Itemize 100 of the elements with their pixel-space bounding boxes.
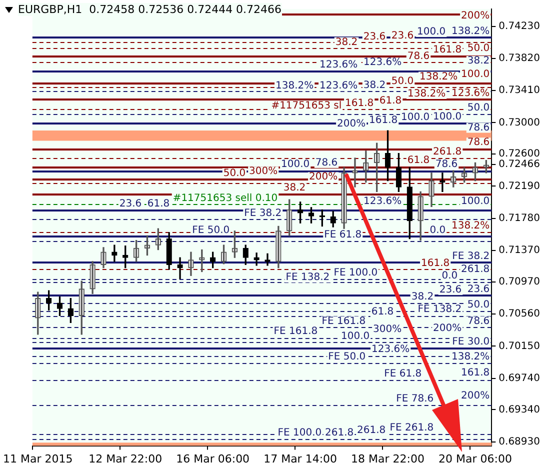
annotation: 50.0 [467, 102, 490, 114]
x-tick-label: 12 Mar 22:00 [88, 452, 162, 466]
y-tick-label: 0.68930 [498, 436, 540, 448]
annotation: 100.0 [281, 159, 310, 170]
annotation: 100.0 [461, 68, 490, 80]
annotation: 200% [461, 10, 490, 22]
y-tick-label: 0.73000 [498, 117, 540, 128]
annotation: 200% [461, 390, 490, 402]
y-tick-label: 0.72190 [498, 180, 540, 192]
annotation: 100.0 [433, 111, 462, 122]
annotation: 123.6% [452, 88, 490, 99]
annotation: 100.0 [417, 26, 446, 38]
annotation: FE 161.8 [274, 326, 318, 338]
annotation: FE 38.2 [244, 208, 282, 219]
annotation: 38.2 [411, 292, 434, 303]
annotation: 138.2% [408, 88, 446, 100]
x-tick-label: 20 Mar 06:00 [438, 452, 512, 466]
annotation: 123.6% [364, 57, 402, 68]
annotation: 23.6 [467, 284, 490, 295]
annotation: 50.0 [223, 168, 246, 179]
x-tick-label: 11 Mar 2015 [3, 452, 73, 466]
annotation: FE 50.0 [192, 225, 230, 236]
annotation: 100.0 [341, 330, 370, 342]
annotation: 300% [373, 324, 402, 335]
annotation: 78.6 [315, 158, 338, 169]
annotation: 61.8 [147, 198, 170, 210]
annotation: 300% [249, 166, 278, 178]
annotation: 138.2% [420, 71, 458, 82]
annotation: 261.8 [325, 427, 354, 438]
annotation: FE 30.0 [452, 336, 490, 348]
y-tick-label: 0.72600 [498, 148, 540, 160]
annotation: 123.6% [372, 344, 410, 356]
annotation: 0.0 [430, 225, 446, 236]
annotation: 38.2 [467, 56, 490, 67]
annotation: 23.6 [363, 31, 386, 42]
annotation: FE 50.0 [328, 351, 366, 362]
annotation: 78.6 [407, 50, 430, 62]
annotation: FE 161.8 [322, 316, 366, 327]
y-tick-label: 0.73820 [498, 53, 540, 64]
annotation: 161.8 [345, 98, 374, 109]
annotation: 23.6 [439, 284, 462, 296]
annotation: 38.2 [335, 36, 358, 48]
x-tick-label: 17 Mar 14:00 [264, 452, 338, 466]
y-tick-label: 0.69340 [498, 404, 540, 416]
annotation: 123.6% [364, 196, 402, 207]
annotation: FE 261.8 [390, 422, 434, 434]
annotation: 138.2% [276, 80, 314, 92]
annotation: FE 100.0 [334, 267, 378, 278]
annotation: 200% [309, 172, 338, 183]
annotation: 61.8 [407, 155, 430, 166]
y-tick-label: 0.71780 [498, 212, 540, 224]
annotation: 200% [433, 323, 462, 334]
annotation: 261.8 [433, 146, 462, 158]
annotation: 50.0 [467, 300, 490, 311]
annotation: 50.0 [391, 76, 414, 88]
annotation: 61.8 [379, 96, 402, 107]
annotation: 261.8 [461, 264, 490, 276]
x-tick-label: 16 Mar 06:00 [176, 452, 250, 466]
annotation: 61.8 [371, 306, 394, 318]
y-tick-label: 0.70970 [498, 276, 540, 288]
annotation: 78.6 [467, 122, 490, 134]
y-tick-label: 0.70150 [498, 340, 540, 352]
x-tick-label: 18 Mar 22:00 [351, 452, 425, 466]
annotation: 23.6 [119, 198, 142, 210]
annotation: FE 78.6 [396, 394, 434, 405]
annotation: 161.8 [433, 44, 462, 56]
annotation: 78.6 [435, 159, 458, 170]
annotation: 161.8 [461, 368, 490, 379]
annotation: FE 138.2 [418, 304, 462, 316]
annotation: 38.2 [363, 80, 386, 91]
y-tick-label: 0.74230 [498, 20, 540, 32]
annotation: 23.6 [391, 30, 414, 42]
annotation: 100.0 [461, 196, 490, 207]
annotation: 100.0 [401, 112, 430, 124]
annotation: FE 61.8 [384, 368, 422, 380]
annotation: 161.8 [421, 258, 450, 269]
chart-title: EURGBP,H1 0.72458 0.72536 0.72444 0.72466 [18, 3, 282, 16]
annotation: FE 38.2 [452, 250, 490, 262]
y-tick-label: 0.69740 [498, 372, 540, 384]
annotation: 50.0 [467, 43, 490, 54]
annotation: 261.8 [357, 424, 386, 436]
annotation: #11751653 sl [271, 100, 342, 112]
annotation: 38.2 [283, 182, 306, 194]
annotation: FE 138.2 [286, 272, 330, 284]
annotation: 0.0 [442, 270, 458, 282]
annotation: 78.6 [467, 316, 490, 327]
annotation: 123.6% [320, 60, 358, 71]
y-tick-label: 0.72466 [498, 159, 540, 170]
annotation: 78.6 [467, 137, 490, 148]
annotation: 138.2% [452, 351, 490, 362]
y-tick-label: 0.71370 [498, 245, 540, 256]
annotation: 200% [337, 118, 366, 130]
y-tick-label: 0.70560 [498, 308, 540, 320]
annotation: FE 100.0 [278, 427, 322, 438]
annotation: 138.2% [452, 26, 490, 37]
y-tick-label: 0.73410 [498, 85, 540, 96]
annotation: #11751653 sell 0.10 [172, 192, 278, 204]
annotation: 138.2% [452, 220, 490, 232]
annotation: FE 61.8 [324, 230, 362, 241]
annotation: 123.6% [320, 80, 358, 92]
